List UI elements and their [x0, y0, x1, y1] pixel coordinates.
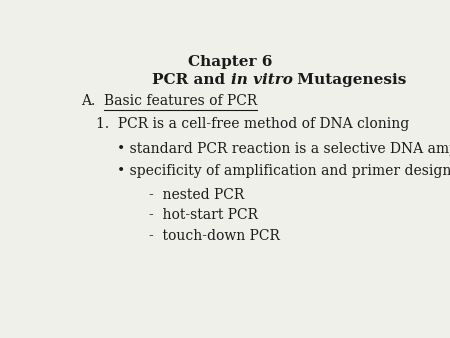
Text: Basic features of PCR: Basic features of PCR	[104, 94, 257, 108]
Text: -  nested PCR: - nested PCR	[148, 188, 244, 201]
Text: -  touch-down PCR: - touch-down PCR	[148, 229, 279, 243]
Text: 1.  PCR is a cell-free method of DNA cloning: 1. PCR is a cell-free method of DNA clon…	[96, 117, 410, 131]
Text: A.: A.	[81, 94, 104, 108]
Text: Mutagenesis: Mutagenesis	[292, 73, 407, 87]
Text: -  hot-start PCR: - hot-start PCR	[148, 209, 258, 222]
Text: PCR and: PCR and	[152, 73, 230, 87]
Text: • specificity of amplification and primer design: • specificity of amplification and prime…	[117, 164, 450, 178]
Text: Chapter 6: Chapter 6	[189, 55, 273, 69]
Text: • standard PCR reaction is a selective DNA amplification: • standard PCR reaction is a selective D…	[117, 142, 450, 155]
Text: in vitro: in vitro	[230, 73, 292, 87]
